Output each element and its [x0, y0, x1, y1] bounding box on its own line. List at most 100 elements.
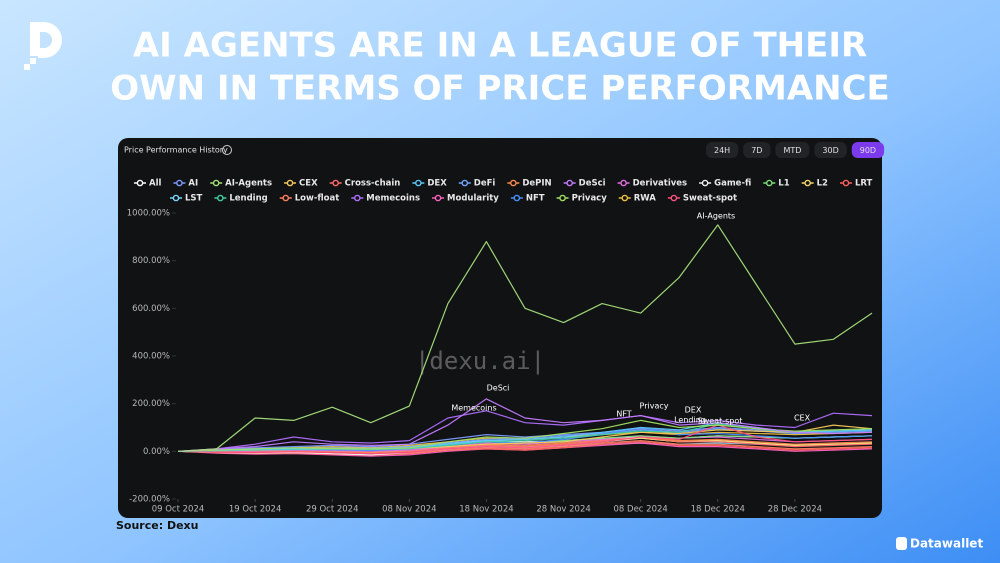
legend-label: Lending [229, 194, 267, 204]
legend-label: Cross-chain [345, 179, 401, 189]
legend-item[interactable]: NFT [510, 194, 545, 204]
time-range-button[interactable]: 30D [814, 142, 847, 158]
legend-item[interactable]: LST [170, 194, 203, 204]
legend-dot [176, 179, 183, 187]
series-line [177, 410, 873, 452]
x-tick-label: 08 Nov 2024 [382, 505, 436, 515]
button-label: 30D [822, 146, 838, 155]
legend-label: Derivatives [633, 179, 688, 189]
x-tick-label: 19 Oct 2024 [229, 505, 282, 515]
watermark: |dexu.ai| [415, 347, 545, 375]
x-tick-label: 29 Oct 2024 [306, 505, 359, 515]
legend-item[interactable]: Lending [214, 194, 268, 204]
annotation: NFT [616, 410, 631, 419]
y-tick-label: 600.00% [132, 304, 170, 314]
chart-panel [118, 138, 882, 518]
time-range-button[interactable]: MTD [775, 142, 810, 158]
annotation: CEX [794, 414, 811, 423]
legend-item[interactable]: All [134, 179, 161, 189]
legend-label: Game-fi [714, 179, 751, 189]
legend-label: NFT [526, 194, 545, 204]
legend-item[interactable]: DePIN [507, 179, 552, 189]
legend-item[interactable]: Derivatives [617, 179, 688, 189]
series-line [177, 398, 873, 452]
button-bg [814, 142, 847, 158]
legend-item[interactable]: DeFi [458, 179, 496, 189]
legend-dot [136, 179, 144, 187]
legend-item[interactable]: Sweat-spot [667, 194, 737, 204]
legend-dot [217, 194, 224, 202]
legend-dot [559, 194, 566, 202]
legend-item[interactable]: Privacy [556, 194, 608, 204]
legend-label: Sweat-spot [683, 194, 737, 204]
source: Source: Dexu [116, 519, 198, 532]
legend-item[interactable]: Memecoins [351, 194, 420, 204]
button-bg [775, 142, 810, 158]
legend-dot [282, 194, 290, 202]
annotation: DeSci [487, 384, 510, 393]
annotation: Privacy [640, 402, 669, 411]
x-tick-label: 18 Nov 2024 [459, 505, 513, 515]
brand: Datawallet [910, 537, 983, 551]
y-tick-label: 800.00% [132, 256, 170, 266]
legend-dot [842, 179, 850, 187]
legend-item[interactable]: Cross-chain [329, 179, 401, 189]
annotation: AI-Agents [697, 212, 735, 221]
legend-item[interactable]: RWA [618, 194, 657, 204]
legend-dot [620, 179, 627, 187]
legend-item[interactable]: L2 [801, 179, 828, 189]
legend-dot [513, 194, 521, 202]
legend-label: AI-Agents [225, 179, 272, 189]
legend-dot [621, 194, 629, 202]
button-label: MTD [783, 146, 801, 155]
legend-item[interactable]: Low-float [279, 194, 340, 204]
series-line [177, 426, 873, 452]
legend-dot [510, 179, 517, 187]
legend-label: LRT [855, 179, 873, 189]
time-range-button[interactable]: 7D [743, 142, 771, 158]
legend-label: LST [185, 194, 203, 204]
series-line [177, 419, 873, 452]
legend-item[interactable]: AI-Agents [210, 179, 272, 189]
legend-label: Low-float [295, 194, 340, 204]
title-line: OWN IN TERMS OF PRICE PERFORMANCE [110, 69, 890, 109]
legend-item[interactable]: L1 [763, 179, 790, 189]
legend-label: DeSci [579, 179, 606, 189]
legend-dot [804, 179, 811, 187]
time-range-button[interactable]: 24H [706, 142, 739, 158]
legend-item[interactable]: Game-fi [699, 179, 751, 189]
button-bg [743, 142, 771, 158]
title-line: AI AGENTS ARE IN A LEAGUE OF THEIR [133, 26, 867, 66]
legend-item[interactable]: DEX [412, 179, 447, 189]
legend-dot [765, 179, 773, 187]
button-bg [706, 142, 739, 158]
legend-item[interactable]: Modularity [432, 194, 499, 204]
brand-icon [896, 537, 907, 550]
legend-label: Memecoins [366, 194, 420, 204]
legend-label: All [149, 179, 161, 189]
button-bg [851, 142, 885, 158]
info-icon[interactable] [222, 145, 232, 155]
panel-heading: Price Performance History [124, 146, 228, 155]
time-range-button[interactable]: 90D [851, 142, 885, 158]
series-line [178, 435, 873, 452]
legend-item[interactable]: CEX [284, 179, 318, 189]
legend-dot [353, 194, 361, 202]
x-tick-label: 28 Nov 2024 [536, 505, 590, 515]
legend-dot [670, 194, 678, 202]
logo [24, 22, 62, 70]
legend-dot [172, 194, 180, 202]
series-line [177, 224, 873, 452]
x-tick-label: 08 Dec 2024 [614, 505, 668, 515]
legend-item[interactable]: DeSci [563, 179, 606, 189]
series-line [177, 436, 873, 454]
legend-item[interactable]: LRT [839, 179, 873, 189]
legend-label: Privacy [572, 194, 608, 204]
legend-dot [434, 194, 442, 202]
legend-item[interactable]: AI [173, 179, 198, 189]
button-label: 24H [714, 146, 730, 155]
annotation: Lending [674, 416, 706, 425]
button-label: 7D [751, 146, 762, 155]
legend-label: L1 [778, 179, 789, 189]
legend-dot [461, 179, 469, 187]
